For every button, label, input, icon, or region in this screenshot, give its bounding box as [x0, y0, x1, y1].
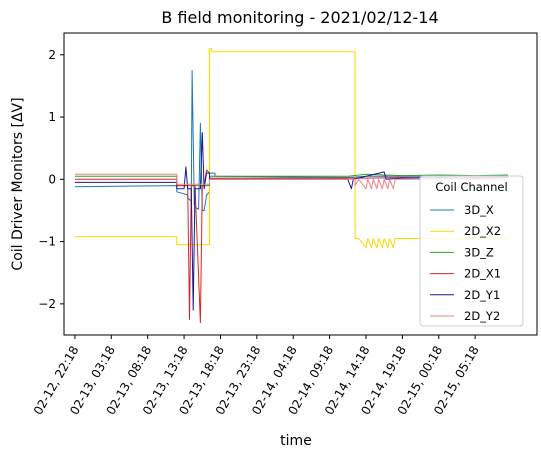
legend-label: 2D_X1: [464, 267, 501, 281]
y-axis-label: Coil Driver Monitors [ΔV]: [10, 97, 26, 270]
y-tick-label: −2: [38, 297, 56, 311]
legend-label: 2D_X2: [464, 224, 501, 238]
y-tick-label: −1: [38, 235, 56, 249]
series-line-2d-y2: [74, 173, 508, 190]
legend-label: 2D_Y2: [464, 309, 500, 323]
y-tick-label: 2: [48, 48, 56, 62]
legend-item[interactable]: 2D_Y2: [430, 309, 500, 323]
legend[interactable]: Coil Channel 3D_X 2D_X2 3D_Z 2D_X1 2D_Y1 2D_Y2: [419, 175, 524, 327]
legend-item[interactable]: 3D_X: [430, 203, 494, 217]
chart-title: B field monitoring - 2021/02/12-14: [161, 8, 438, 27]
x-axis-label: time: [280, 433, 312, 449]
legend-item[interactable]: 2D_X2: [430, 224, 501, 238]
legend-label: 3D_Z: [464, 245, 494, 259]
y-axis: 2 1 0 −1 −2: [38, 48, 64, 311]
plot-frame: [63, 32, 538, 336]
series-line-2d-x1: [74, 169, 508, 323]
legend-box: [419, 175, 524, 327]
series-layer: [74, 48, 508, 323]
series-line-2d-x2: [74, 48, 508, 249]
legend-item[interactable]: 2D_X1: [430, 267, 501, 281]
legend-item[interactable]: 2D_Y1: [430, 288, 500, 302]
legend-title: Coil Channel: [435, 180, 507, 194]
series-line-2d-y1: [74, 132, 508, 311]
legend-label: 3D_X: [464, 203, 494, 217]
y-tick-label: 0: [48, 172, 56, 186]
legend-item[interactable]: 3D_Z: [430, 245, 494, 259]
y-tick-label: 1: [48, 110, 56, 124]
legend-label: 2D_Y1: [464, 288, 500, 302]
